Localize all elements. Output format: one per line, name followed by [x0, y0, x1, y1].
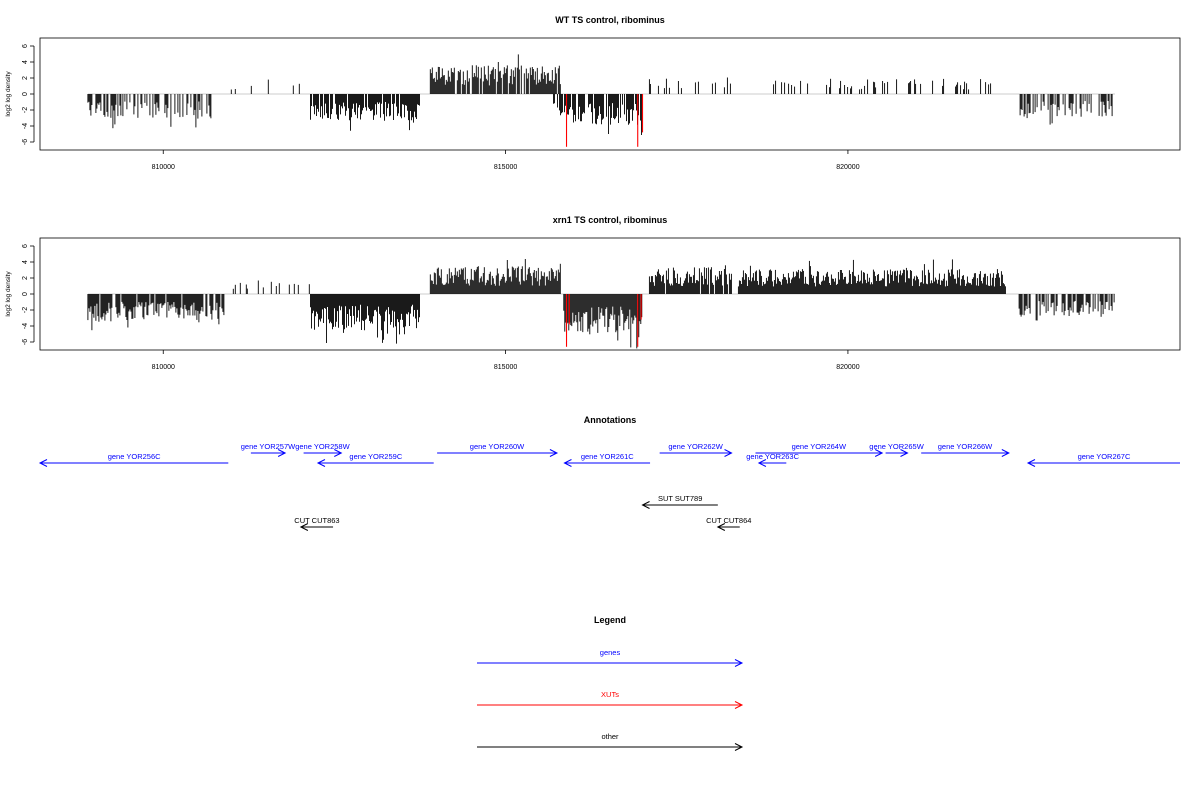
wt-track-panel: WT TS control, ribominus log2 log densit…: [5, 15, 1181, 171]
feature-gene-yor259c: gene YOR259C: [316, 452, 434, 467]
feature-label: gene YOR258W: [295, 442, 350, 451]
feature-arrowhead: [724, 449, 733, 457]
xrn1-track-x-axis: 810000 815000 820000: [152, 350, 860, 371]
y-tick-label: 2: [22, 76, 29, 80]
y-tick-label: 6: [22, 44, 29, 48]
y-tick-label: 4: [22, 260, 29, 264]
feature-label: gene YOR262W: [668, 442, 723, 451]
feature-label: gene YOR256C: [108, 452, 161, 461]
y-tick-label: 4: [22, 60, 29, 64]
x-tick-label: 815000: [494, 164, 517, 171]
legend-arrowhead: [734, 743, 744, 751]
wt-track-plot-frame: [39, 37, 1181, 151]
legend-label: other: [601, 732, 619, 741]
feature-arrowhead: [1001, 449, 1010, 457]
feature-label: gene YOR257W: [241, 442, 296, 451]
annotations-title: Annotations: [584, 415, 637, 425]
legend-label: genes: [600, 648, 621, 657]
legend-item-genes: genes: [477, 648, 744, 667]
feature-gene-yor258w: gene YOR258W: [295, 442, 351, 457]
feature-label: gene YOR260W: [470, 442, 525, 451]
y-tick-label: 0: [22, 292, 29, 296]
xrn1-track-panel: xrn1 TS control, ribominus log2 log dens…: [5, 215, 1181, 371]
feature-label: gene YOR264W: [792, 442, 847, 451]
y-tick-label: -4: [22, 123, 29, 129]
feature-arrowhead: [900, 449, 909, 457]
x-tick-label: 815000: [494, 364, 517, 371]
feature-arrowhead: [874, 449, 884, 457]
feature-gene-yor261c: gene YOR261C: [563, 452, 651, 467]
feature-gene-yor257w: gene YOR257W: [241, 442, 296, 457]
feature-arrowhead: [316, 459, 326, 467]
legend-arrowhead: [734, 701, 744, 709]
feature-cut-cut864: CUT CUT864: [706, 516, 751, 531]
feature-arrowhead: [563, 459, 572, 467]
feature-gene-yor266w: gene YOR266W: [921, 442, 1010, 457]
feature-arrowhead: [549, 449, 559, 457]
legend-label: XUTs: [601, 690, 619, 699]
xrn1-track-ylabel: log2 log density: [5, 271, 12, 317]
y-tick-label: -2: [22, 107, 29, 113]
feature-label: gene YOR266W: [938, 442, 993, 451]
feature-cut-cut863: CUT CUT863: [294, 516, 340, 531]
xrn1-track-bars: [87, 259, 1115, 349]
wt-track-bars: [87, 54, 1115, 147]
y-tick-label: 6: [22, 244, 29, 248]
y-tick-label: -6: [22, 139, 29, 145]
x-tick-label: 820000: [836, 364, 859, 371]
y-tick-label: 2: [22, 276, 29, 280]
feature-arrowhead: [299, 523, 309, 531]
feature-label: gene YOR265W: [869, 442, 924, 451]
legend-panel: Legend genes XUTs other: [477, 615, 744, 751]
wt-track-y-axis: -6 -4 -2 0 2 4 6: [22, 44, 35, 145]
wt-track-ylabel: log2 log density: [5, 71, 12, 117]
legend-title: Legend: [594, 615, 626, 625]
y-tick-label: -2: [22, 307, 29, 313]
feature-arrowhead: [757, 459, 767, 467]
feature-label: SUT SUT789: [658, 494, 702, 503]
legend-arrowhead: [734, 659, 744, 667]
feature-label: gene YOR259C: [349, 452, 402, 461]
feature-sut-sut789: SUT SUT789: [641, 494, 718, 509]
feature-gene-yor264w: gene YOR264W: [755, 442, 884, 457]
y-tick-label: 0: [22, 92, 29, 96]
x-tick-label: 820000: [836, 164, 859, 171]
y-tick-label: -4: [22, 323, 29, 329]
feature-arrowhead: [716, 523, 726, 531]
legend-item-xuts: XUTs: [477, 690, 744, 709]
feature-gene-yor260w: gene YOR260W: [437, 442, 559, 457]
feature-arrowhead: [334, 449, 343, 457]
wt-track-x-axis: 810000 815000 820000: [152, 150, 860, 171]
y-tick-label: -6: [22, 339, 29, 345]
feature-gene-yor256c: gene YOR256C: [38, 452, 229, 467]
feature-arrowhead: [1026, 459, 1036, 467]
legend-item-other: other: [477, 732, 744, 751]
feature-label: CUT CUT863: [294, 516, 339, 525]
feature-arrowhead: [641, 501, 650, 509]
x-tick-label: 810000: [152, 364, 175, 371]
xrn1-track-y-axis: -6 -4 -2 0 2 4 6: [22, 244, 35, 345]
feature-label: gene YOR263C: [746, 452, 799, 461]
wt-track-title: WT TS control, ribominus: [555, 15, 665, 25]
feature-gene-yor265w: gene YOR265W: [869, 442, 925, 457]
feature-label: gene YOR261C: [581, 452, 634, 461]
feature-label: CUT CUT864: [706, 516, 751, 525]
xrn1-track-title: xrn1 TS control, ribominus: [553, 215, 668, 225]
xrn1-track-plot-frame: [39, 237, 1181, 351]
feature-gene-yor262w: gene YOR262W: [659, 442, 733, 457]
feature-arrowhead: [38, 459, 48, 467]
feature-label: gene YOR267C: [1078, 452, 1131, 461]
feature-gene-yor263c: gene YOR263C: [746, 452, 800, 467]
legend-items: genes XUTs other: [477, 648, 744, 751]
feature-arrowhead: [277, 449, 287, 457]
feature-gene-yor267c: gene YOR267C: [1026, 452, 1180, 467]
x-tick-label: 810000: [152, 164, 175, 171]
